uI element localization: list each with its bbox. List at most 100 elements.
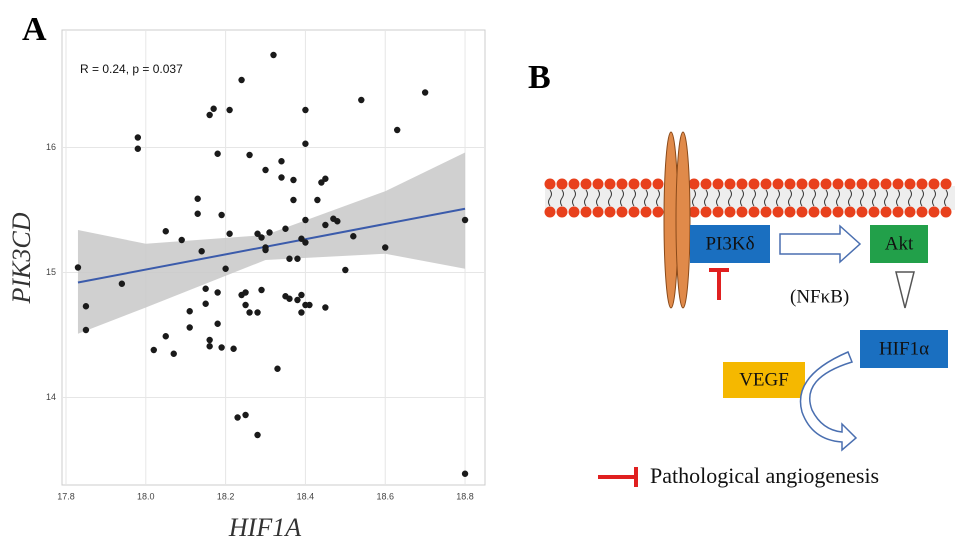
fit-line — [77, 207, 466, 284]
point — [342, 266, 349, 274]
point — [461, 216, 469, 224]
lipid-tail — [944, 189, 948, 207]
vegf-box — [723, 362, 805, 398]
point — [178, 236, 185, 244]
y-tick-label: 16 — [46, 142, 56, 152]
point — [262, 166, 269, 174]
lipid-head — [916, 178, 928, 190]
point — [358, 96, 365, 104]
point — [298, 291, 305, 299]
lipid-tail — [776, 189, 780, 207]
lipid-tail — [848, 189, 852, 207]
point — [238, 76, 245, 84]
lipid-tail — [812, 189, 816, 207]
lipid-head — [868, 206, 880, 218]
point — [394, 126, 401, 134]
point — [194, 195, 201, 202]
arrow — [895, 271, 915, 309]
point — [202, 300, 209, 307]
point — [246, 309, 253, 316]
lipid-tail — [704, 189, 708, 207]
lipid-head — [640, 178, 652, 190]
lipid-tails — [545, 186, 955, 210]
point — [242, 411, 249, 419]
point — [82, 326, 90, 334]
point — [322, 304, 329, 311]
lipid-tail — [860, 189, 864, 207]
point — [382, 244, 389, 251]
lipid-head — [724, 178, 736, 190]
lipid-head — [784, 206, 796, 218]
lipid-tail — [896, 189, 900, 207]
lipid-tail — [764, 189, 768, 207]
lipid-tail — [884, 189, 888, 207]
confidence-band — [77, 152, 466, 334]
receptor — [675, 131, 691, 309]
lipid-head — [724, 206, 736, 218]
point — [286, 255, 293, 262]
lipid-head — [628, 178, 640, 190]
lipid-tail — [740, 189, 744, 207]
lipid-tail — [932, 189, 936, 207]
lipid-head — [760, 178, 772, 190]
point — [214, 150, 221, 157]
point — [350, 233, 357, 240]
lipid-head — [736, 178, 748, 190]
lipid-head — [604, 178, 616, 190]
lipid-head — [712, 206, 724, 218]
lipid-tail — [560, 189, 564, 207]
point — [290, 176, 297, 184]
membrane — [544, 178, 955, 218]
lipid-head — [904, 178, 916, 190]
lipid-tail — [788, 189, 792, 207]
point — [298, 309, 305, 316]
lipid-head — [784, 178, 796, 190]
point — [278, 158, 285, 165]
lipid-tail — [728, 189, 732, 207]
lipid-head — [880, 206, 892, 218]
point — [206, 336, 213, 344]
lipid-head — [844, 178, 856, 190]
lipid-head — [556, 178, 568, 190]
y-axis-label: PIK3CD — [7, 212, 36, 304]
point — [290, 196, 297, 204]
point — [421, 89, 429, 96]
point — [314, 196, 321, 204]
lipid-head — [832, 178, 844, 190]
point — [186, 308, 193, 315]
lipid-tail — [920, 189, 924, 207]
point — [202, 285, 209, 292]
point — [198, 248, 205, 255]
point — [282, 225, 289, 232]
point — [134, 134, 142, 141]
point — [134, 145, 142, 152]
lipid-tail — [716, 189, 720, 207]
hif-label: HIF1α — [879, 338, 929, 359]
lipid-head — [820, 206, 832, 218]
point — [162, 228, 169, 235]
lipid-tail — [620, 189, 624, 207]
lipid-head — [652, 206, 664, 218]
vegf-label: VEGF — [739, 369, 789, 390]
inhibitor — [598, 467, 638, 487]
point — [74, 264, 82, 271]
point — [242, 301, 249, 309]
lipid-head — [808, 178, 820, 190]
point — [298, 235, 305, 242]
lipid-head — [856, 178, 868, 190]
lipid-head — [880, 178, 892, 190]
akt-label: Akt — [885, 233, 914, 254]
lipid-tail — [908, 189, 912, 207]
lipid-tail — [836, 189, 840, 207]
lipid-head — [580, 178, 592, 190]
point — [278, 174, 285, 181]
x-tick-label: 18.4 — [297, 491, 315, 501]
point — [254, 230, 261, 237]
lipid-head — [748, 178, 760, 190]
lipid-head — [616, 178, 628, 190]
nfkb-label: (NFκB) — [790, 286, 849, 307]
point — [118, 280, 126, 287]
annotation: R = 0.24, p = 0.037 — [80, 62, 183, 76]
lipid-head — [688, 178, 700, 190]
